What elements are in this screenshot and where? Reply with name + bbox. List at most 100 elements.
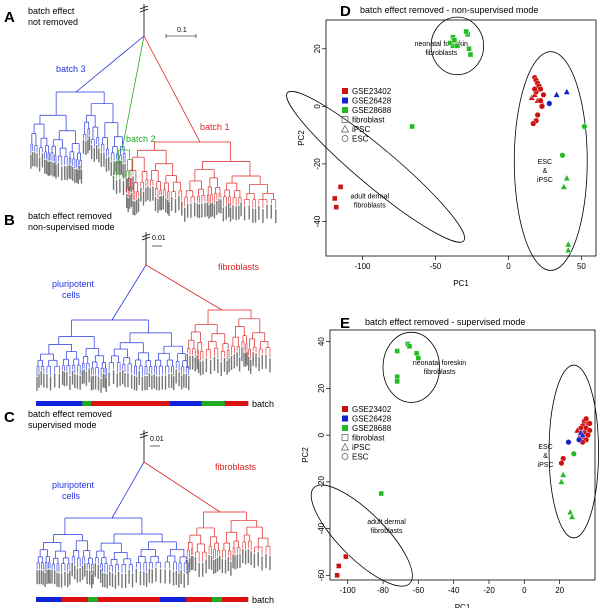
leaf-label (252, 352, 254, 367)
leaf-label (74, 565, 76, 580)
leaf-label (94, 562, 96, 577)
dendrogram-c (36, 430, 271, 589)
cluster-ellipse (286, 90, 466, 243)
leaf-label (229, 207, 232, 222)
leaf-label (79, 568, 81, 583)
leaf-label (216, 200, 218, 215)
leaf-label (138, 371, 140, 386)
batch-bar-segment (222, 597, 249, 602)
leaf-label (99, 568, 102, 583)
cluster-annotation: neonatal foreskin (413, 360, 466, 367)
batch-bar-segment (124, 597, 151, 602)
leaf-label (113, 161, 115, 176)
break-mark (141, 236, 151, 241)
data-point (447, 40, 453, 46)
cluster-ellipse (310, 484, 413, 587)
data-point (537, 97, 544, 104)
cluster-ellipse (548, 364, 599, 539)
leaf-label (170, 196, 173, 211)
y-axis-label: PC2 (297, 130, 306, 146)
leaf-label (129, 194, 131, 209)
data-point (337, 184, 344, 190)
leaf-label (246, 351, 248, 366)
leaf-label (213, 560, 215, 575)
leaf-label (117, 571, 120, 586)
leaf-label (119, 160, 121, 175)
data-point (332, 195, 338, 202)
leaf-label (98, 148, 100, 163)
leaf-label (60, 573, 63, 588)
leaf-label (66, 166, 68, 181)
data-point (466, 46, 472, 52)
data-point (413, 350, 420, 357)
leaf-label (245, 352, 247, 367)
x-tick-label: -50 (430, 262, 442, 271)
data-point (568, 512, 576, 520)
leaf-label (48, 161, 51, 176)
leaf-label (169, 569, 171, 584)
batch-bar-segment (91, 401, 115, 406)
leaf-label (69, 375, 71, 390)
panel-c: C batch effect removed supervised mode 0… (4, 409, 274, 605)
panel-c-batch-label: batch (252, 595, 274, 605)
break-mark (139, 5, 149, 10)
panel-b-title-line2: non-supervised mode (28, 222, 115, 232)
leaf-label (44, 159, 46, 174)
data-point (558, 460, 565, 467)
cluster-annotation: neonatal foreskin (415, 41, 468, 48)
leaf-label (241, 347, 243, 362)
leaf-label (214, 559, 217, 574)
data-point (564, 240, 572, 248)
leaf-label (232, 205, 234, 220)
leaf-label (36, 376, 38, 391)
leaf-label (121, 574, 123, 589)
cluster-annotation: fibroblasts (424, 369, 456, 376)
y-tick-label: 0 (313, 104, 322, 109)
leaf-label (44, 573, 46, 588)
data-point (557, 477, 565, 485)
leaf-label (72, 166, 74, 181)
leaf-label (247, 549, 250, 564)
leaf-label (38, 570, 40, 585)
leaf-label (38, 157, 41, 172)
leaf-label (269, 358, 271, 373)
y-axis-label: PC2 (301, 447, 310, 463)
leaf-label (269, 555, 271, 570)
leaf-label (132, 200, 134, 215)
leaf-label (230, 356, 233, 371)
leaf-label (40, 371, 42, 386)
leaf-label (122, 164, 124, 179)
cluster-annotation: fibroblasts (425, 50, 457, 57)
data-point (581, 123, 588, 130)
leaf-label (233, 354, 236, 369)
leaf-label (196, 203, 199, 218)
leaf-label (81, 565, 84, 580)
data-point (334, 572, 340, 579)
leaf-label (90, 574, 93, 589)
leaf-label (108, 372, 110, 387)
legend-label: ESC (352, 453, 369, 462)
leaf-label (51, 569, 53, 584)
leaf-label (104, 374, 106, 389)
leaf-label (154, 196, 157, 211)
x-tick-label: -100 (340, 586, 357, 595)
leaf-label (70, 165, 72, 180)
data-point (537, 86, 544, 93)
leaf-label (173, 376, 175, 391)
data-point (559, 152, 566, 159)
leaf-label (185, 374, 187, 389)
leaf-label (145, 572, 148, 587)
leaf-label (180, 375, 183, 390)
x-tick-label: -40 (448, 586, 460, 595)
batch-bar-segment (98, 597, 125, 602)
leaf-label (50, 161, 52, 176)
data-point (394, 348, 400, 354)
leaf-label (71, 370, 74, 385)
leaf-label (193, 202, 196, 217)
leaf-label (164, 569, 166, 584)
leaf-label (250, 551, 252, 566)
leaf-label (201, 203, 203, 218)
leaf-label (227, 557, 230, 572)
leaf-label (262, 209, 264, 224)
x-tick-label: -100 (354, 262, 371, 271)
